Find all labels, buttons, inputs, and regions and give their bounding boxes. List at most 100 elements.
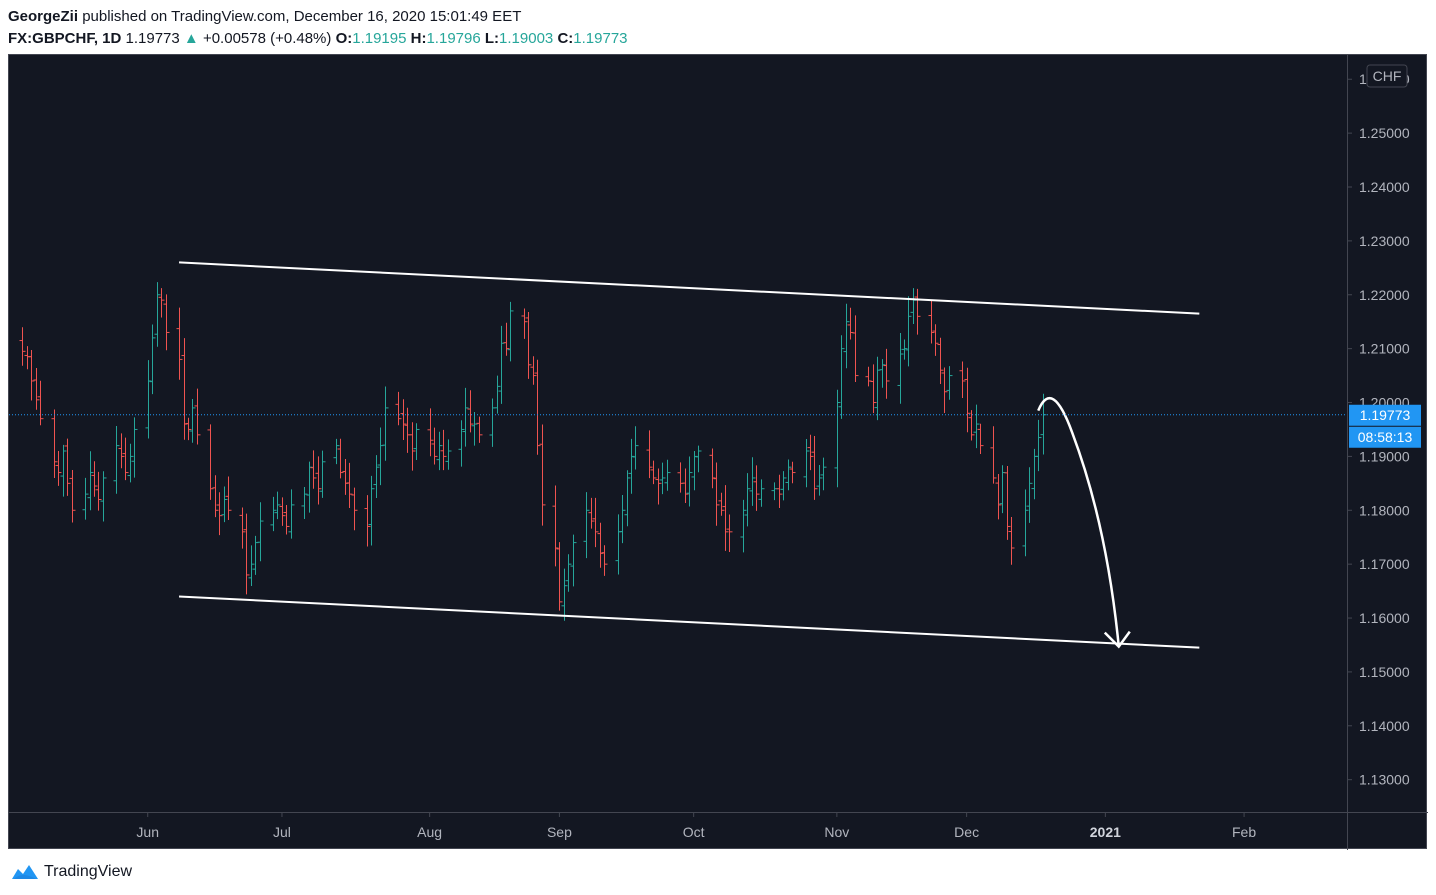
- ohlc-bar: [427, 408, 434, 457]
- ohlc-bar: [154, 282, 161, 347]
- price-tick-label: 1.19000: [1359, 448, 1410, 464]
- ohlc-bar: [118, 433, 125, 469]
- ohlc-bar: [1008, 517, 1015, 565]
- ohlc-bar: [664, 459, 671, 491]
- ohlc-bar: [225, 476, 232, 520]
- ohlc-bar: [189, 399, 196, 443]
- ohlc-bar: [539, 424, 546, 526]
- chart-frame[interactable]: 1.13000 1.14000 1.15000 1.16000 1.17000 1.180…: [8, 54, 1428, 850]
- ohlc-bar: [467, 390, 474, 433]
- time-tick-label: Jul: [273, 824, 291, 840]
- ohlc-bar: [946, 366, 953, 400]
- ohlc-bar: [695, 445, 702, 473]
- ohlc-bar: [1004, 465, 1011, 540]
- ohlc-bar: [55, 451, 62, 486]
- ohlc-bars: [19, 282, 1047, 621]
- ohlc-bar: [632, 426, 639, 470]
- up-arrow-icon: ▲: [183, 30, 199, 47]
- high-value: 1.19796: [426, 30, 481, 47]
- ohlc-bar: [905, 296, 912, 367]
- ohlc-bar: [243, 513, 250, 595]
- ohlc-bar: [283, 504, 290, 535]
- ohlc-bar: [780, 471, 787, 501]
- price-tick-label: 1.24000: [1359, 179, 1410, 195]
- ohlc-bar: [677, 462, 684, 493]
- ohlc-bar: [619, 495, 626, 544]
- ohlc-bar: [301, 486, 308, 520]
- ohlc-bar: [628, 438, 635, 494]
- price-tick-label: 1.21000: [1359, 341, 1410, 357]
- ohlc-bar: [51, 409, 58, 479]
- ohlc-bar: [377, 427, 384, 486]
- ohlc-bar: [82, 477, 89, 520]
- low-label: L:: [484, 30, 500, 47]
- author-name[interactable]: GeorgeZii: [8, 8, 79, 25]
- price-tick-label: 1.15000: [1359, 664, 1410, 680]
- ohlc-bar: [315, 456, 322, 505]
- ohlc-bar: [60, 444, 67, 497]
- tradingview-logo-icon[interactable]: [10, 862, 40, 882]
- time-tick-label: 2021: [1090, 824, 1121, 840]
- time-tick-label: Aug: [417, 824, 442, 840]
- high-label: H:: [410, 30, 427, 47]
- footer: TradingView: [10, 860, 132, 884]
- ohlc-bar: [941, 367, 948, 413]
- price-tick-label: 1.14000: [1359, 718, 1410, 734]
- ohlc-bar: [749, 457, 756, 506]
- ohlc-bar: [257, 502, 264, 562]
- close-label: C:: [557, 30, 574, 47]
- ohlc-bar: [758, 479, 765, 507]
- ohlc-bar: [95, 471, 102, 511]
- ohlc-bar: [901, 339, 908, 360]
- ohlc-bar: [498, 325, 505, 404]
- ohlc-bar: [995, 474, 1002, 520]
- ohlc-legend: FX:GBPCHF, 1D 1.19773 ▲ +0.00578 (+0.48%…: [8, 30, 628, 47]
- ohlc-bar: [834, 389, 841, 488]
- price-tick-label: 1.22000: [1359, 287, 1410, 303]
- price-badges: 1.19773 08:58:13: [1349, 404, 1421, 448]
- projection-arrow[interactable]: [1037, 397, 1121, 647]
- trend-channel-lower-line[interactable]: [178, 595, 1200, 649]
- chart-header: GeorgeZii published on TradingView.com, …: [8, 6, 1428, 52]
- currency-badge[interactable]: CHF: [1366, 64, 1408, 88]
- price-chart[interactable]: 1.13000 1.14000 1.15000 1.16000 1.17000 1.180…: [9, 55, 1428, 850]
- ohlc-bar: [816, 465, 823, 496]
- ohlc-bar: [883, 348, 890, 399]
- ohlc-bar: [650, 460, 657, 485]
- ohlc-bar: [659, 462, 666, 495]
- price-tick-label: 1.13000: [1359, 772, 1410, 788]
- trend-channel-upper-line[interactable]: [178, 261, 1200, 315]
- ohlc-bar: [874, 356, 881, 421]
- drawings[interactable]: [178, 261, 1200, 649]
- last-price-badge: [1349, 404, 1421, 426]
- ohlc-bar: [556, 542, 563, 611]
- ohlc-bar: [413, 423, 420, 460]
- ohlc-bar: [445, 439, 452, 470]
- ohlc-bar: [583, 492, 590, 559]
- symbol-label[interactable]: FX:GBPCHF, 1D: [8, 30, 122, 47]
- ohlc-bar: [807, 434, 814, 471]
- ohlc-bar: [221, 486, 228, 523]
- ohlc-bar: [127, 443, 134, 483]
- ohlc-bar: [113, 425, 120, 494]
- ohlc-bar: [534, 359, 541, 455]
- ohlc-bar: [382, 386, 389, 461]
- ohlc-bar: [149, 324, 156, 395]
- ohlc-bar: [503, 322, 510, 356]
- time-tick-label: Sep: [547, 824, 572, 840]
- ohlc-bar: [476, 416, 483, 443]
- time-axis[interactable]: Jun Jul Aug Sep Oct Nov Dec 2021 Feb: [136, 812, 1256, 840]
- ohlc-bar: [176, 307, 183, 380]
- ohlc-bar: [870, 364, 877, 414]
- ohlc-bar: [69, 469, 76, 523]
- time-tick-label: Feb: [1232, 824, 1256, 840]
- ohlc-bar: [100, 471, 107, 522]
- ohlc-bar: [395, 391, 402, 426]
- ohlc-bar: [843, 303, 850, 369]
- published-text: published on TradingView.com, December 1…: [82, 8, 522, 25]
- ohlc-bar: [368, 475, 375, 546]
- brand-name[interactable]: TradingView: [44, 863, 133, 880]
- ohlc-bar: [932, 324, 939, 356]
- ohlc-bar: [400, 399, 407, 441]
- ohlc-bar: [319, 450, 326, 498]
